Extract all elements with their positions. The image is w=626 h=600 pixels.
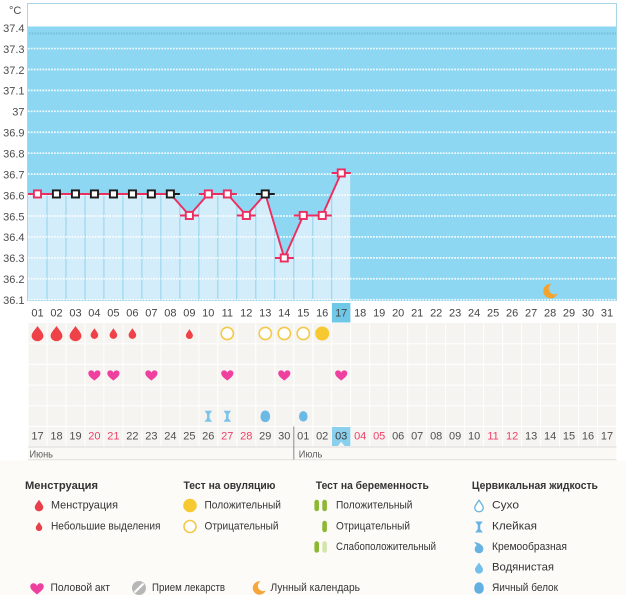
svg-text:02: 02 [50,308,62,320]
svg-text:13: 13 [525,430,537,442]
svg-text:Менструация: Менструация [25,480,98,492]
svg-text:22: 22 [126,430,138,442]
svg-text:36.1: 36.1 [3,295,24,307]
svg-text:19: 19 [373,308,385,320]
svg-text:19: 19 [69,430,81,442]
svg-text:15: 15 [297,308,309,320]
svg-text:22: 22 [430,308,442,320]
svg-text:36.7: 36.7 [3,169,24,181]
svg-text:Тест на беременность: Тест на беременность [316,480,429,492]
svg-text:02: 02 [316,430,328,442]
svg-text:26: 26 [202,430,214,442]
svg-text:07: 07 [411,430,423,442]
svg-text:Половой акт: Половой акт [51,582,111,594]
svg-text:18: 18 [354,308,366,320]
svg-text:05: 05 [373,430,385,442]
svg-text:Лунный календарь: Лунный календарь [271,582,361,594]
svg-text:Сухо: Сухо [492,500,519,512]
svg-text:Положительный: Положительный [205,500,282,512]
svg-text:31: 31 [601,308,613,320]
svg-text:26: 26 [506,308,518,320]
svg-text:Клейкая: Клейкая [492,521,537,533]
svg-text:11: 11 [222,308,233,320]
svg-text:Цервикальная жидкость: Цервикальная жидкость [472,480,598,492]
svg-text:17: 17 [601,430,613,442]
svg-text:04: 04 [88,308,100,320]
svg-text:20: 20 [392,308,404,320]
svg-text:37.1: 37.1 [3,86,24,98]
svg-text:36.9: 36.9 [3,128,24,140]
svg-text:12: 12 [506,430,518,442]
svg-text:03: 03 [69,308,81,320]
svg-text:37: 37 [12,107,24,119]
svg-text:Кремообразная: Кремообразная [492,541,567,553]
svg-text:29: 29 [259,430,271,442]
svg-text:06: 06 [392,430,404,442]
svg-text:25: 25 [487,308,499,320]
svg-text:36.2: 36.2 [3,274,24,286]
svg-text:Тест на овуляцию: Тест на овуляцию [184,480,276,492]
svg-text:11: 11 [487,430,498,442]
svg-text:10: 10 [202,308,214,320]
svg-text:17: 17 [335,308,347,320]
svg-text:30: 30 [278,430,290,442]
svg-text:12: 12 [240,308,252,320]
svg-text:36.5: 36.5 [3,211,24,223]
svg-text:24: 24 [164,430,176,442]
svg-text:30: 30 [582,308,594,320]
svg-text:21: 21 [107,430,119,442]
svg-text:Положительный: Положительный [336,500,413,512]
svg-text:37.2: 37.2 [3,65,24,77]
svg-text:16: 16 [316,308,328,320]
svg-text:20: 20 [88,430,100,442]
svg-text:36.4: 36.4 [3,232,24,244]
svg-text:14: 14 [278,308,290,320]
svg-text:04: 04 [354,430,366,442]
svg-text:03: 03 [335,430,347,442]
svg-text:13: 13 [259,308,271,320]
svg-text:37.3: 37.3 [3,44,24,56]
svg-text:14: 14 [544,430,556,442]
svg-text:09: 09 [449,430,461,442]
svg-text:23: 23 [145,430,157,442]
svg-text:28: 28 [544,308,556,320]
svg-text:10: 10 [468,430,480,442]
svg-text:36.8: 36.8 [3,149,24,161]
svg-text:Менструация: Менструация [51,500,118,512]
svg-text:28: 28 [240,430,252,442]
svg-text:24: 24 [468,308,480,320]
svg-text:36.6: 36.6 [3,190,24,202]
svg-text:07: 07 [145,308,157,320]
svg-text:37.4: 37.4 [3,23,24,35]
svg-text:01: 01 [31,308,43,320]
svg-text:18: 18 [50,430,62,442]
svg-text:09: 09 [183,308,195,320]
svg-text:01: 01 [297,430,309,442]
svg-text:27: 27 [525,308,537,320]
svg-text:06: 06 [126,308,138,320]
svg-text:25: 25 [183,430,195,442]
svg-text:Яичный белок: Яичный белок [492,582,558,594]
svg-text:08: 08 [430,430,442,442]
svg-text:36.3: 36.3 [3,253,24,265]
svg-text:°C: °C [9,5,21,17]
svg-text:21: 21 [411,308,423,320]
svg-text:29: 29 [563,308,575,320]
svg-text:16: 16 [582,430,594,442]
svg-text:Отрицательный: Отрицательный [336,521,410,533]
svg-text:05: 05 [107,308,119,320]
svg-text:23: 23 [449,308,461,320]
svg-text:08: 08 [164,308,176,320]
svg-text:Прием лекарств: Прием лекарств [152,582,225,594]
svg-text:Слабоположительный: Слабоположительный [336,541,436,553]
svg-text:Водянистая: Водянистая [492,562,554,574]
svg-text:15: 15 [563,430,575,442]
svg-text:Отрицательный: Отрицательный [205,521,279,533]
svg-text:17: 17 [31,430,43,442]
svg-text:Небольшие выделения: Небольшие выделения [51,521,161,533]
svg-text:Июль: Июль [299,449,323,461]
svg-text:27: 27 [221,430,233,442]
svg-text:Июнь: Июнь [30,449,54,461]
